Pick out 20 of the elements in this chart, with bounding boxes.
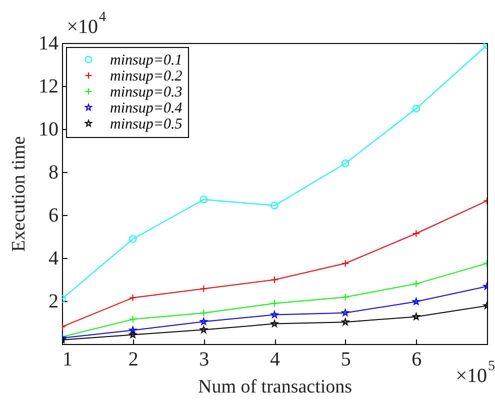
y-tick-label: 14 xyxy=(38,32,58,54)
x-tick-label: 2 xyxy=(128,348,138,370)
y-tick-label: 4 xyxy=(48,248,58,270)
y-axis-title: Execution time xyxy=(8,136,30,252)
x-tick-label: 6 xyxy=(412,348,422,370)
legend-label: minsup=0.5 xyxy=(110,116,183,132)
x-tick-label: 1 xyxy=(62,348,72,370)
legend-label: minsup=0.2 xyxy=(110,68,183,84)
legend-label: minsup=0.3 xyxy=(110,84,182,100)
x-axis-title: Num of transactions xyxy=(198,376,352,398)
y-tick-label: 10 xyxy=(38,118,58,140)
legend-label: minsup=0.1 xyxy=(110,52,182,68)
x-tick-label: 5 xyxy=(340,348,351,370)
x-tick-label: 4 xyxy=(270,348,280,370)
legend-label: minsup=0.4 xyxy=(110,100,183,116)
x-tick-label: 3 xyxy=(199,348,210,370)
y-tick-label: 12 xyxy=(38,76,58,98)
y-tick-label: 6 xyxy=(48,204,58,226)
y-tick-label: 8 xyxy=(48,162,58,184)
y-tick-label: 2 xyxy=(48,290,58,312)
